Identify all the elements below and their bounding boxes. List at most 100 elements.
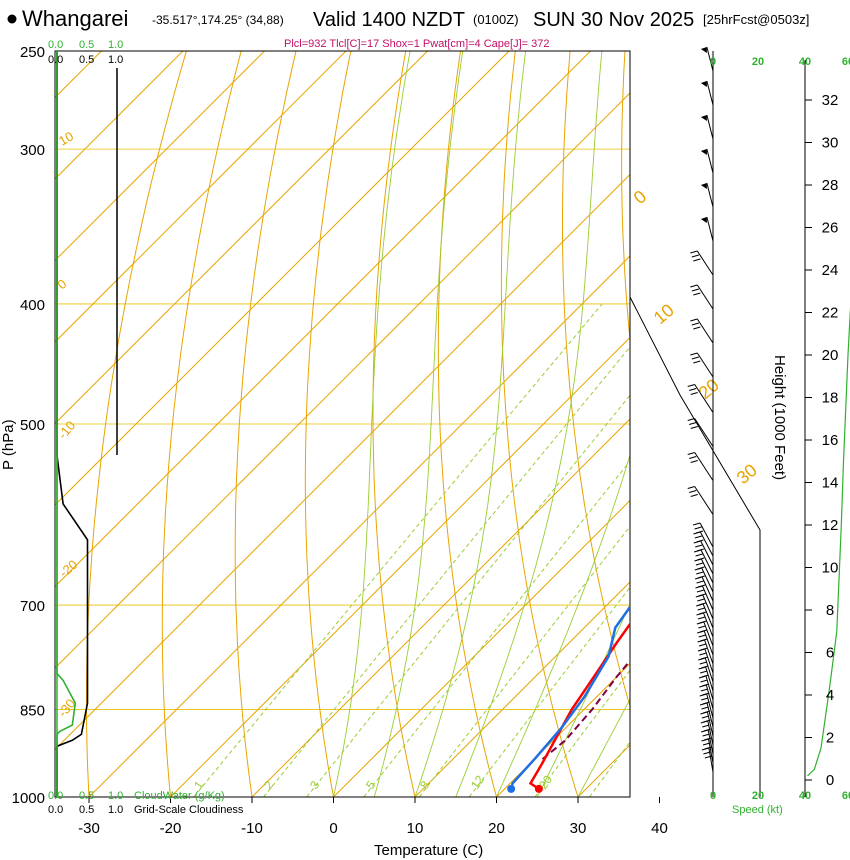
surface-dewpoint-point (507, 784, 516, 793)
wind-barb (700, 711, 714, 737)
dry-adiabat-line (437, 51, 497, 797)
utc-time: (0100Z) (473, 12, 519, 27)
isotherm-label: -10 (55, 418, 79, 442)
pressure-axis: 250 300 400 500 700 850 1000 (12, 44, 45, 807)
isotherm-label: 0 (630, 186, 651, 208)
wind-barb (697, 639, 714, 665)
isotherm-label: 10 (650, 300, 678, 328)
x-tick-label: 30 (570, 820, 587, 837)
wind-speed-line (807, 306, 850, 777)
wind-barb (687, 418, 714, 447)
cloud-water-label: CloudWater (g/Kg) (134, 790, 225, 802)
station-marker-icon (7, 14, 17, 24)
cloud-scale-0-top-green: 0.0 (48, 39, 63, 51)
stability-indices: Plcl=932 Tlcl[C]=17 Shox=1 Pwat[cm]=4 Ca… (284, 38, 549, 50)
wind-barb (693, 549, 714, 575)
height-tick-label: 6 (826, 645, 834, 662)
valid-date: SUN 30 Nov 2025 (533, 9, 694, 31)
wind-barb (701, 729, 714, 755)
x-axis-label: Temperature (C) (374, 842, 483, 859)
height-tick-label: 26 (822, 220, 839, 237)
height-tick-label: 22 (822, 305, 839, 322)
isotherm-line (55, 51, 184, 180)
cloudiness-label: Grid-Scale Cloudiness (134, 804, 244, 816)
height-tick-label: 8 (826, 602, 834, 619)
height-tick-label: 24 (822, 262, 839, 279)
moist-adiabat-line (373, 51, 464, 797)
height-tick-label: 32 (822, 92, 839, 109)
station-coords: -35.517°,174.25° (34,88) (152, 13, 284, 27)
height-tick-label: 30 (822, 135, 839, 152)
wind-barb (700, 46, 714, 72)
mixing-ratio-label: 12 (468, 772, 487, 791)
pressure-tick-label: 300 (20, 142, 45, 159)
isotherm-line (55, 51, 265, 262)
speed-tick-top: 0 (710, 56, 716, 68)
wind-barb (697, 648, 714, 674)
x-tick-label: -30 (78, 820, 100, 837)
cloud-scale-1-top: 1.0 (108, 54, 123, 66)
pressure-tick-label: 1000 (12, 790, 45, 807)
moist-adiabat-line (496, 453, 630, 797)
mixing-ratio-line (363, 460, 630, 797)
dry-adiabat-line (562, 51, 630, 708)
speed-axis-label: Speed (kt) (732, 804, 783, 816)
plot-frame (54, 50, 631, 798)
isotherm-label: -20 (56, 557, 80, 581)
wind-barb (687, 486, 714, 515)
cloud-scale-1-bottom: 1.0 (108, 804, 123, 816)
wind-barb (698, 666, 714, 692)
pressure-tick-label: 500 (20, 417, 45, 434)
moist-adiabat-line (333, 51, 411, 797)
isotherm-line (660, 51, 850, 797)
isotherm-line (55, 51, 591, 588)
mixing-ratio-line (534, 669, 630, 797)
speed-tick-bottom: 60 (842, 790, 850, 802)
cloud-scale-0-top: 0.0 (48, 54, 63, 66)
height-tick-label: 10 (822, 560, 839, 577)
isotherm-line (170, 336, 630, 797)
pressure-tick-label: 850 (20, 703, 45, 720)
x-tick-label: 20 (488, 820, 505, 837)
moist-adiabat-grid (333, 51, 630, 797)
wind-barb (699, 693, 714, 719)
height-tick-label: 0 (826, 772, 834, 789)
cloud-scale-1-top-green: 1.0 (108, 39, 123, 51)
cloud-scale-05-top-green: 0.5 (79, 39, 94, 51)
dry-adiabat-line (85, 51, 187, 797)
wind-barb (693, 540, 714, 566)
height-tick-label: 2 (826, 730, 834, 747)
x-tick-label: 10 (407, 820, 424, 837)
isotherm-line (741, 51, 850, 797)
isotherm-label: 20 (695, 375, 723, 403)
valid-time: Valid 1400 NZDT (313, 9, 465, 31)
dewpoint-line (509, 604, 630, 790)
cloud-scale-05-bottom-green: 0.5 (79, 790, 94, 802)
mixing-ratio-label: 8 (417, 778, 432, 792)
dry-adiabat-line (234, 51, 297, 797)
speed-tick-bottom: 0 (710, 790, 716, 802)
height-tick-label: 16 (822, 432, 839, 449)
cloud-scale-05-top: 0.5 (79, 54, 94, 66)
isotherm-line (88, 255, 630, 797)
dry-adiabat-line (621, 51, 630, 344)
forecast-info: [25hrFcst@0503z] (703, 12, 809, 27)
dry-adiabat-line (500, 51, 579, 797)
wind-barb (698, 657, 714, 683)
height-tick-label: 14 (822, 475, 839, 492)
surface-temperature-point (534, 784, 543, 793)
wind-barb (700, 182, 714, 208)
speed-tick-top: 60 (842, 56, 850, 68)
moist-adiabat-line (414, 51, 527, 797)
isotherm-line (55, 173, 630, 751)
dry-adiabat-line (735, 51, 850, 797)
wind-barb (698, 675, 714, 701)
wind-panel-border (629, 296, 761, 797)
cloud-scale-05-bottom: 0.5 (79, 804, 94, 816)
mixing-ratio-grid (193, 303, 630, 797)
wind-barb-panel: 00202040406060 (629, 46, 850, 802)
wind-barb (700, 80, 714, 106)
